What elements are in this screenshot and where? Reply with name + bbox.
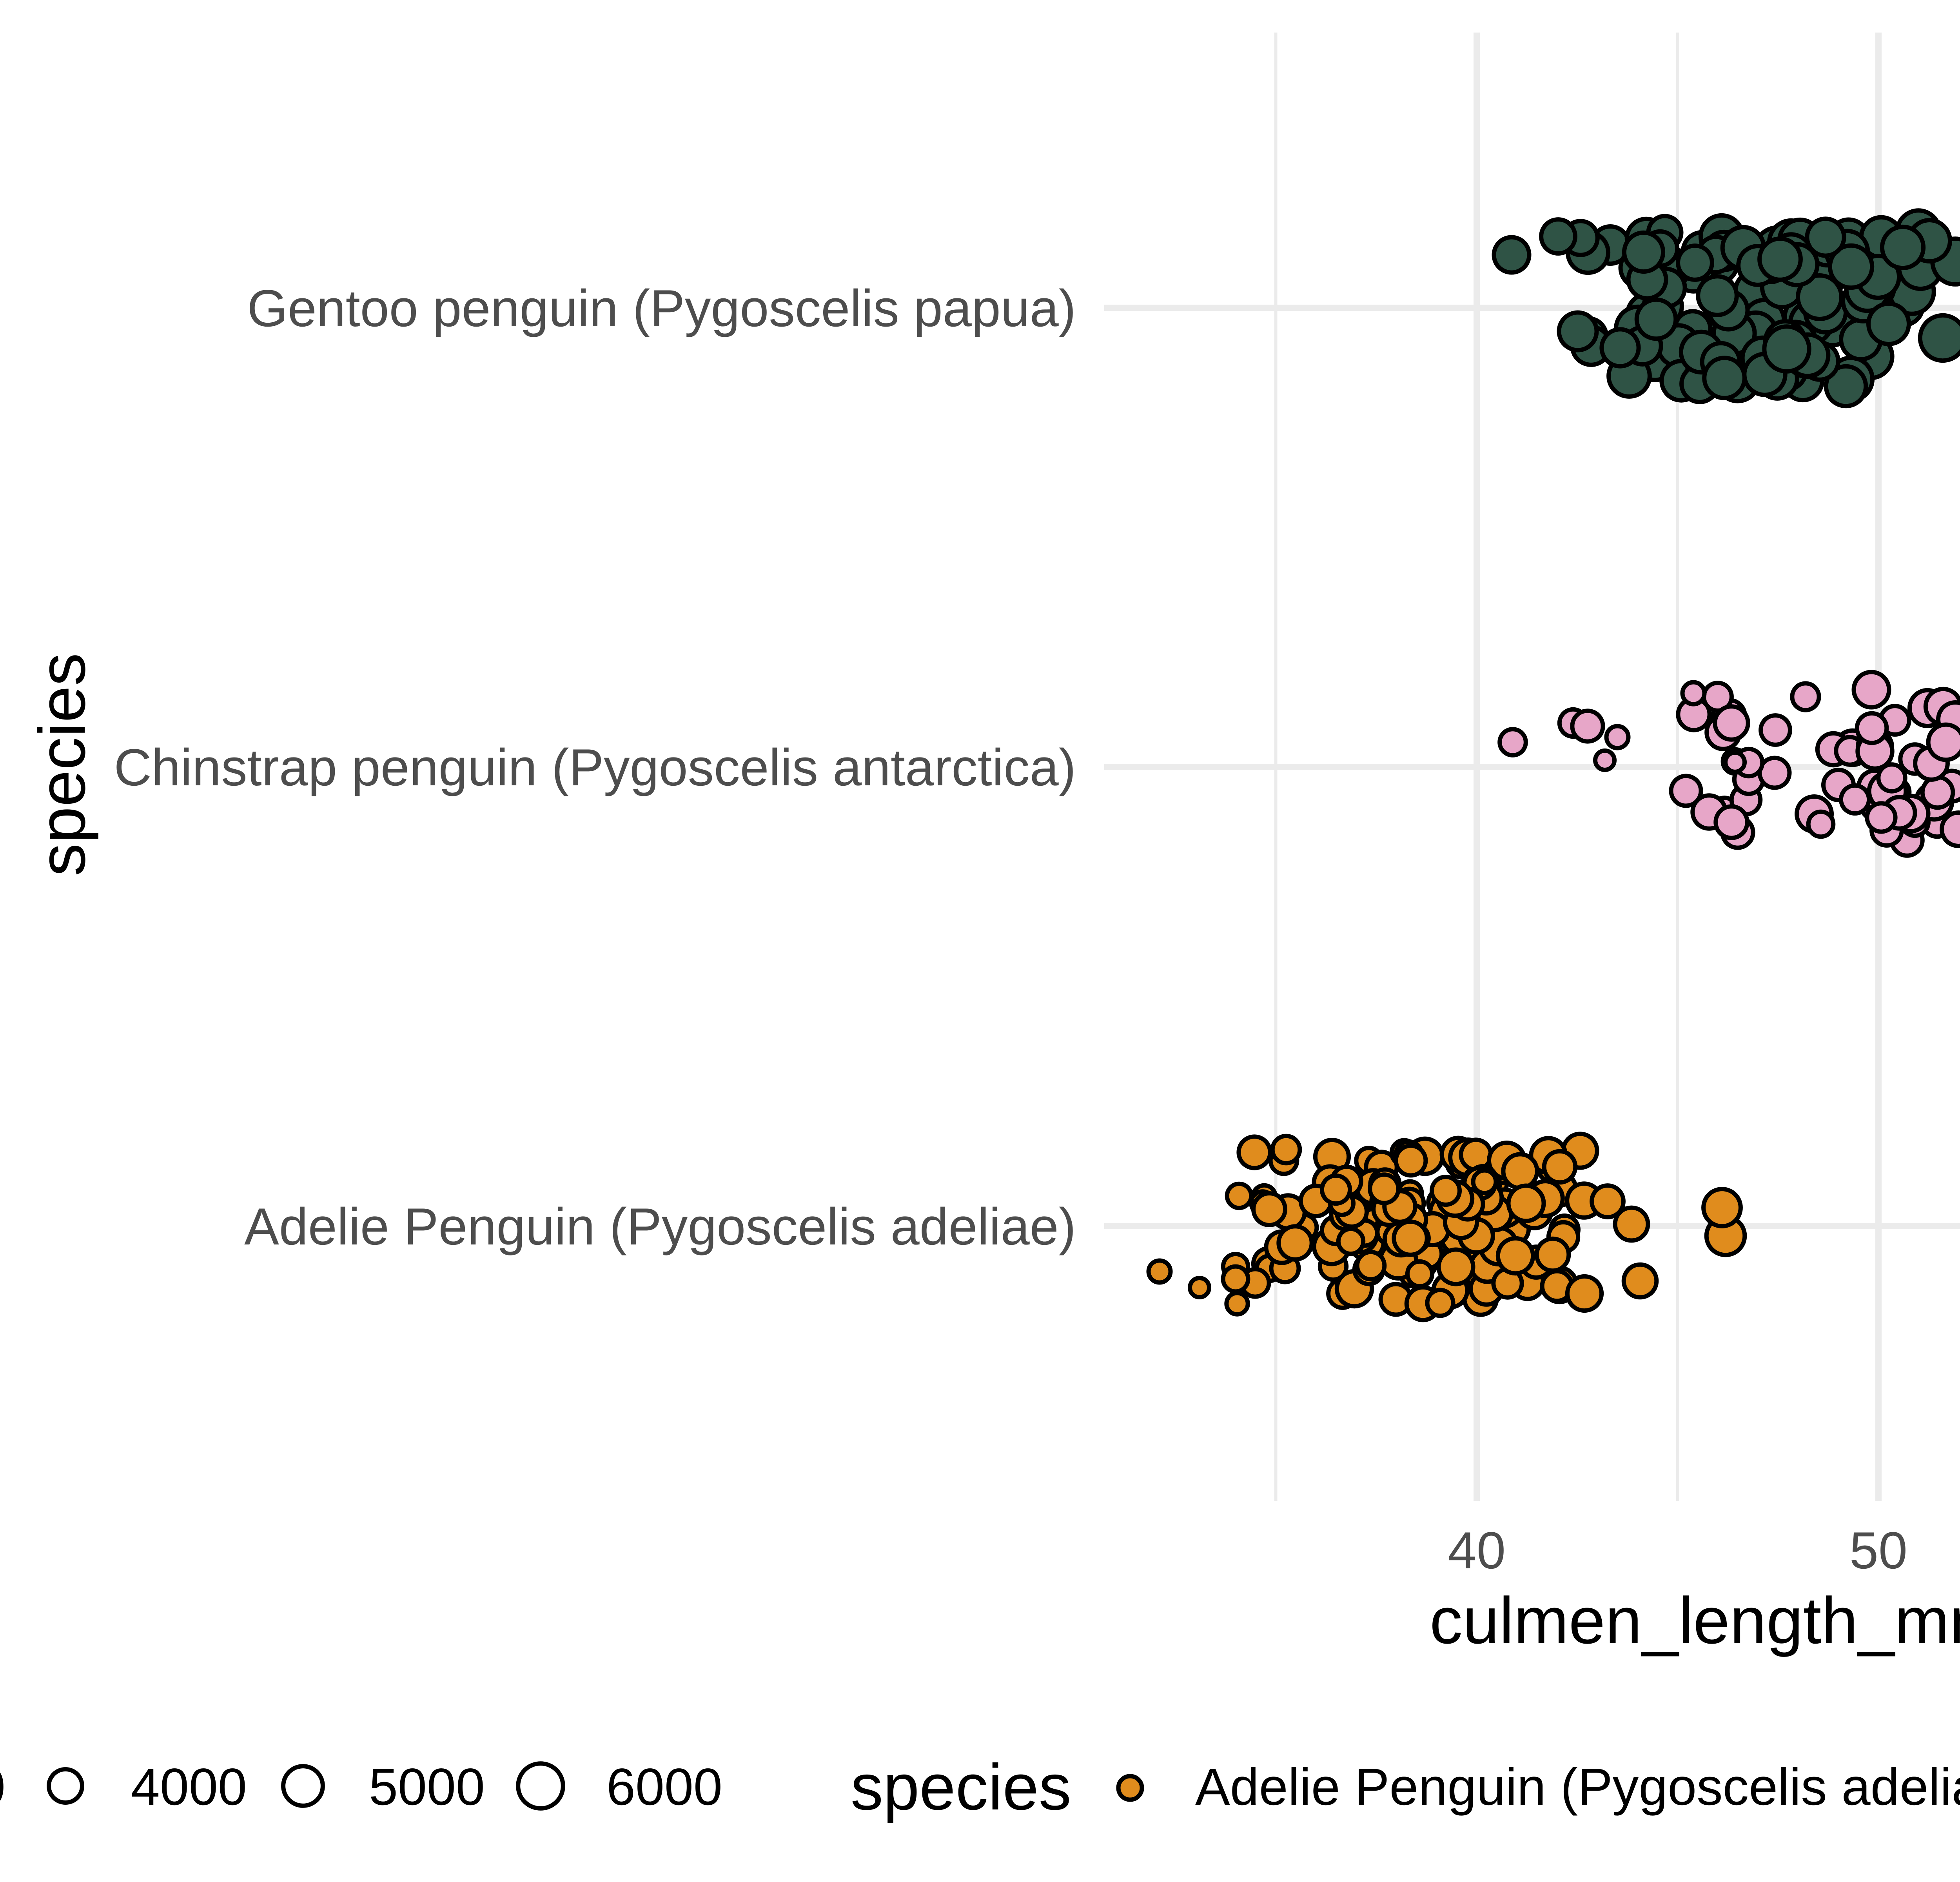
svg-text:50: 50: [1849, 1522, 1907, 1580]
svg-text:6000: 6000: [606, 1758, 722, 1816]
svg-text:species: species: [851, 1751, 1071, 1824]
svg-text:Adelie Penguin (Pygoscelis ade: Adelie Penguin (Pygoscelis adeliae): [244, 1198, 1076, 1256]
svg-text:species: species: [25, 653, 99, 876]
svg-text:culmen_length_mm: culmen_length_mm: [1430, 1584, 1960, 1657]
svg-text:Adelie Penguin (Pygoscelis ade: Adelie Penguin (Pygoscelis adeliae): [1195, 1758, 1960, 1816]
svg-text:40: 40: [1448, 1522, 1506, 1580]
svg-text:5000: 5000: [369, 1758, 485, 1816]
svg-text:Gentoo penguin (Pygoscelis pap: Gentoo penguin (Pygoscelis papua): [247, 280, 1076, 338]
svg-text:Chinstrap penguin (Pygoscelis: Chinstrap penguin (Pygoscelis antarctica…: [114, 739, 1076, 797]
svg-text:3000: 3000: [0, 1758, 5, 1816]
svg-text:4000: 4000: [131, 1758, 247, 1816]
